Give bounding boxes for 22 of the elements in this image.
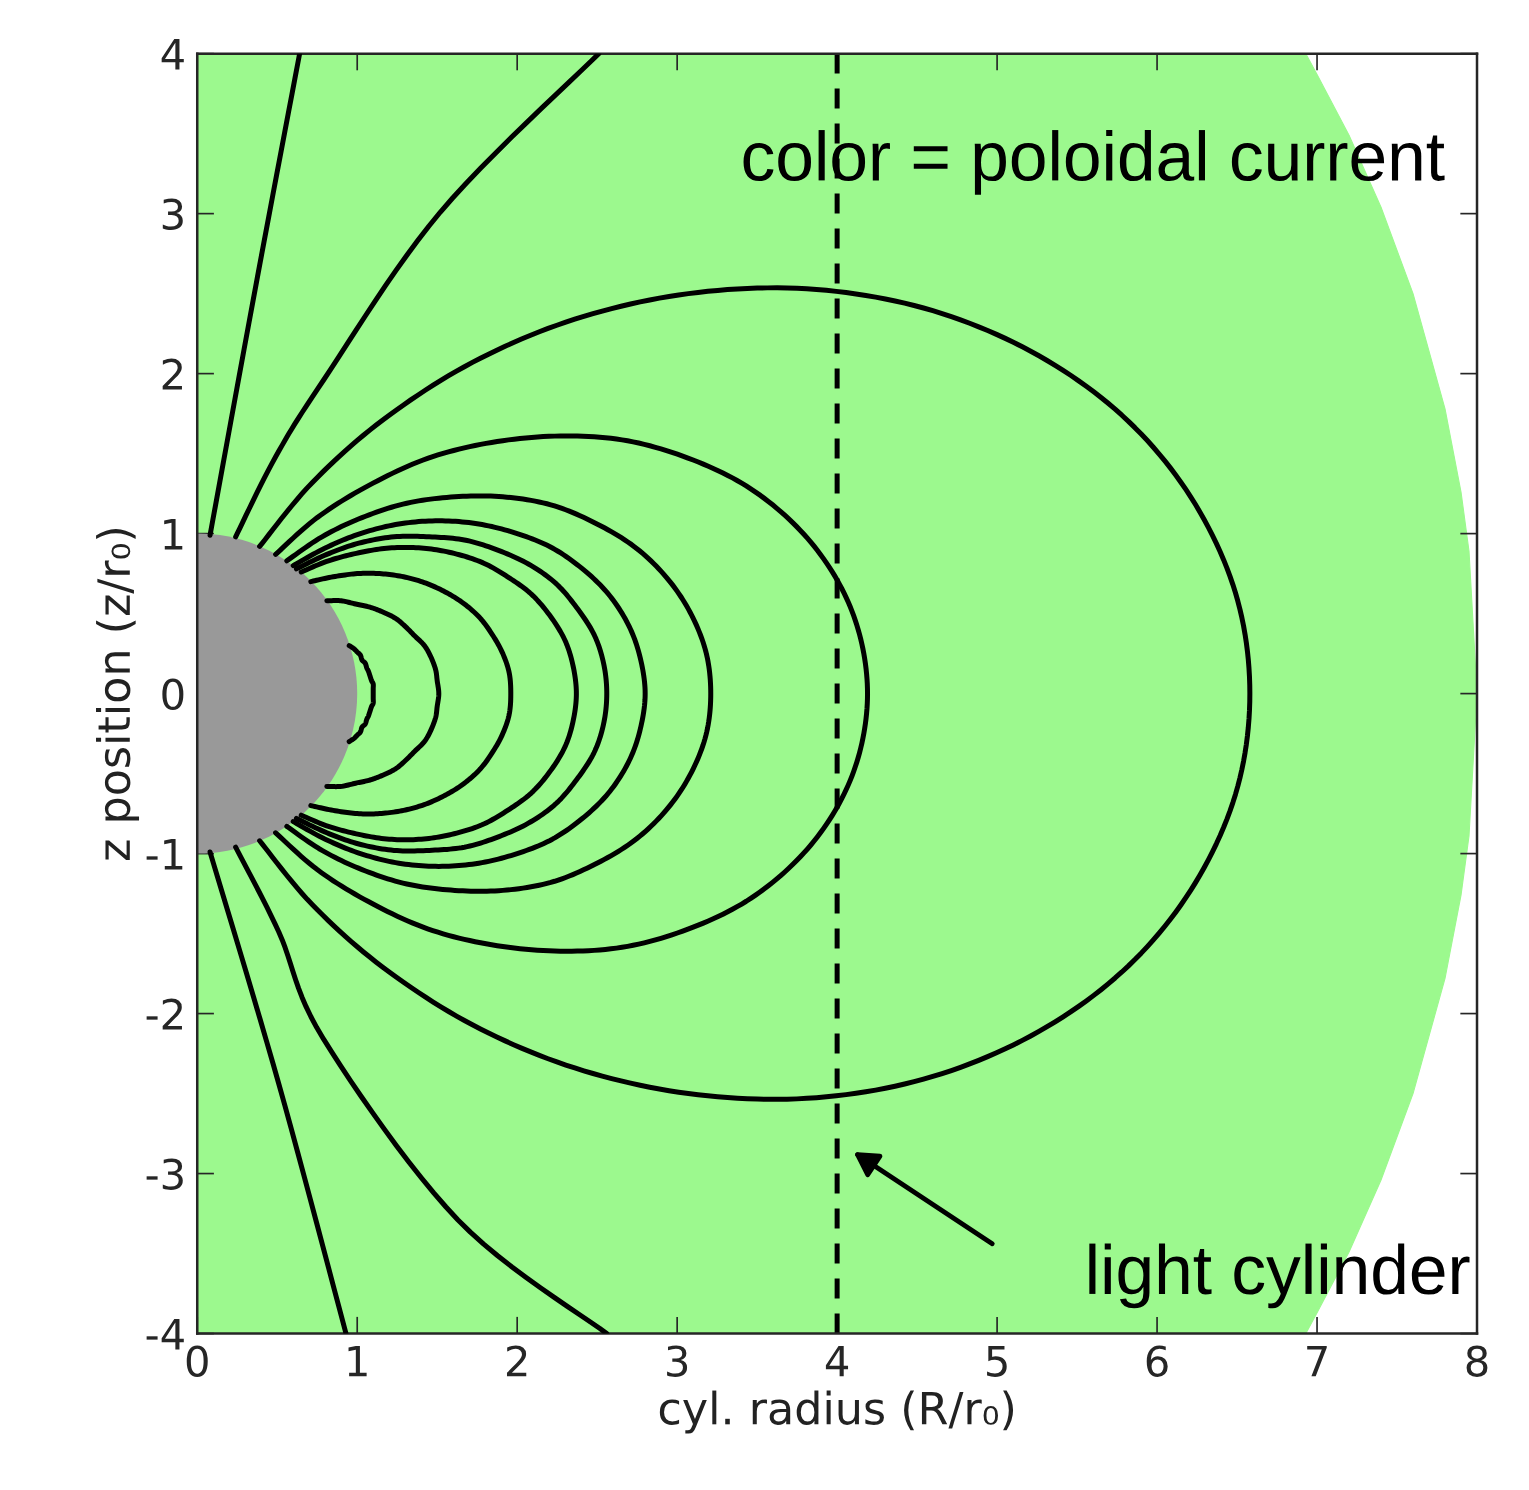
annotation: light cylinder	[1089, 1243, 1470, 1309]
y-tick-label: 1	[164, 519, 183, 550]
y-tick-label: -1	[146, 839, 183, 870]
x-tick-label: 7	[1307, 1345, 1327, 1377]
x-tick-label: 4	[825, 1345, 849, 1377]
y-tick-label: -4	[146, 1319, 184, 1350]
x-tick-label: 3	[667, 1345, 688, 1377]
y-tick-label: -2	[146, 998, 182, 1030]
y-tick-label: -3	[146, 1158, 183, 1190]
x-tick-label: 5	[987, 1345, 1007, 1377]
x-tick-label: 6	[1146, 1345, 1168, 1377]
y-tick-label: 3	[162, 198, 183, 231]
x-tick-label: 1	[348, 1345, 367, 1377]
annotation: color = poloidal current	[743, 130, 1445, 195]
x-tick-label: 8	[1466, 1345, 1488, 1377]
y-tick-label: 4	[161, 39, 184, 70]
x-tick-label: 0	[186, 1345, 208, 1377]
y-tick-label: 2	[162, 358, 182, 390]
y-tick-label: 0	[162, 678, 184, 711]
y-axis-title: z position (z/r₀)	[96, 529, 140, 861]
x-axis-title: cyl. radius (R/r₀)	[659, 1390, 1014, 1434]
x-tick-label: 2	[506, 1345, 527, 1377]
